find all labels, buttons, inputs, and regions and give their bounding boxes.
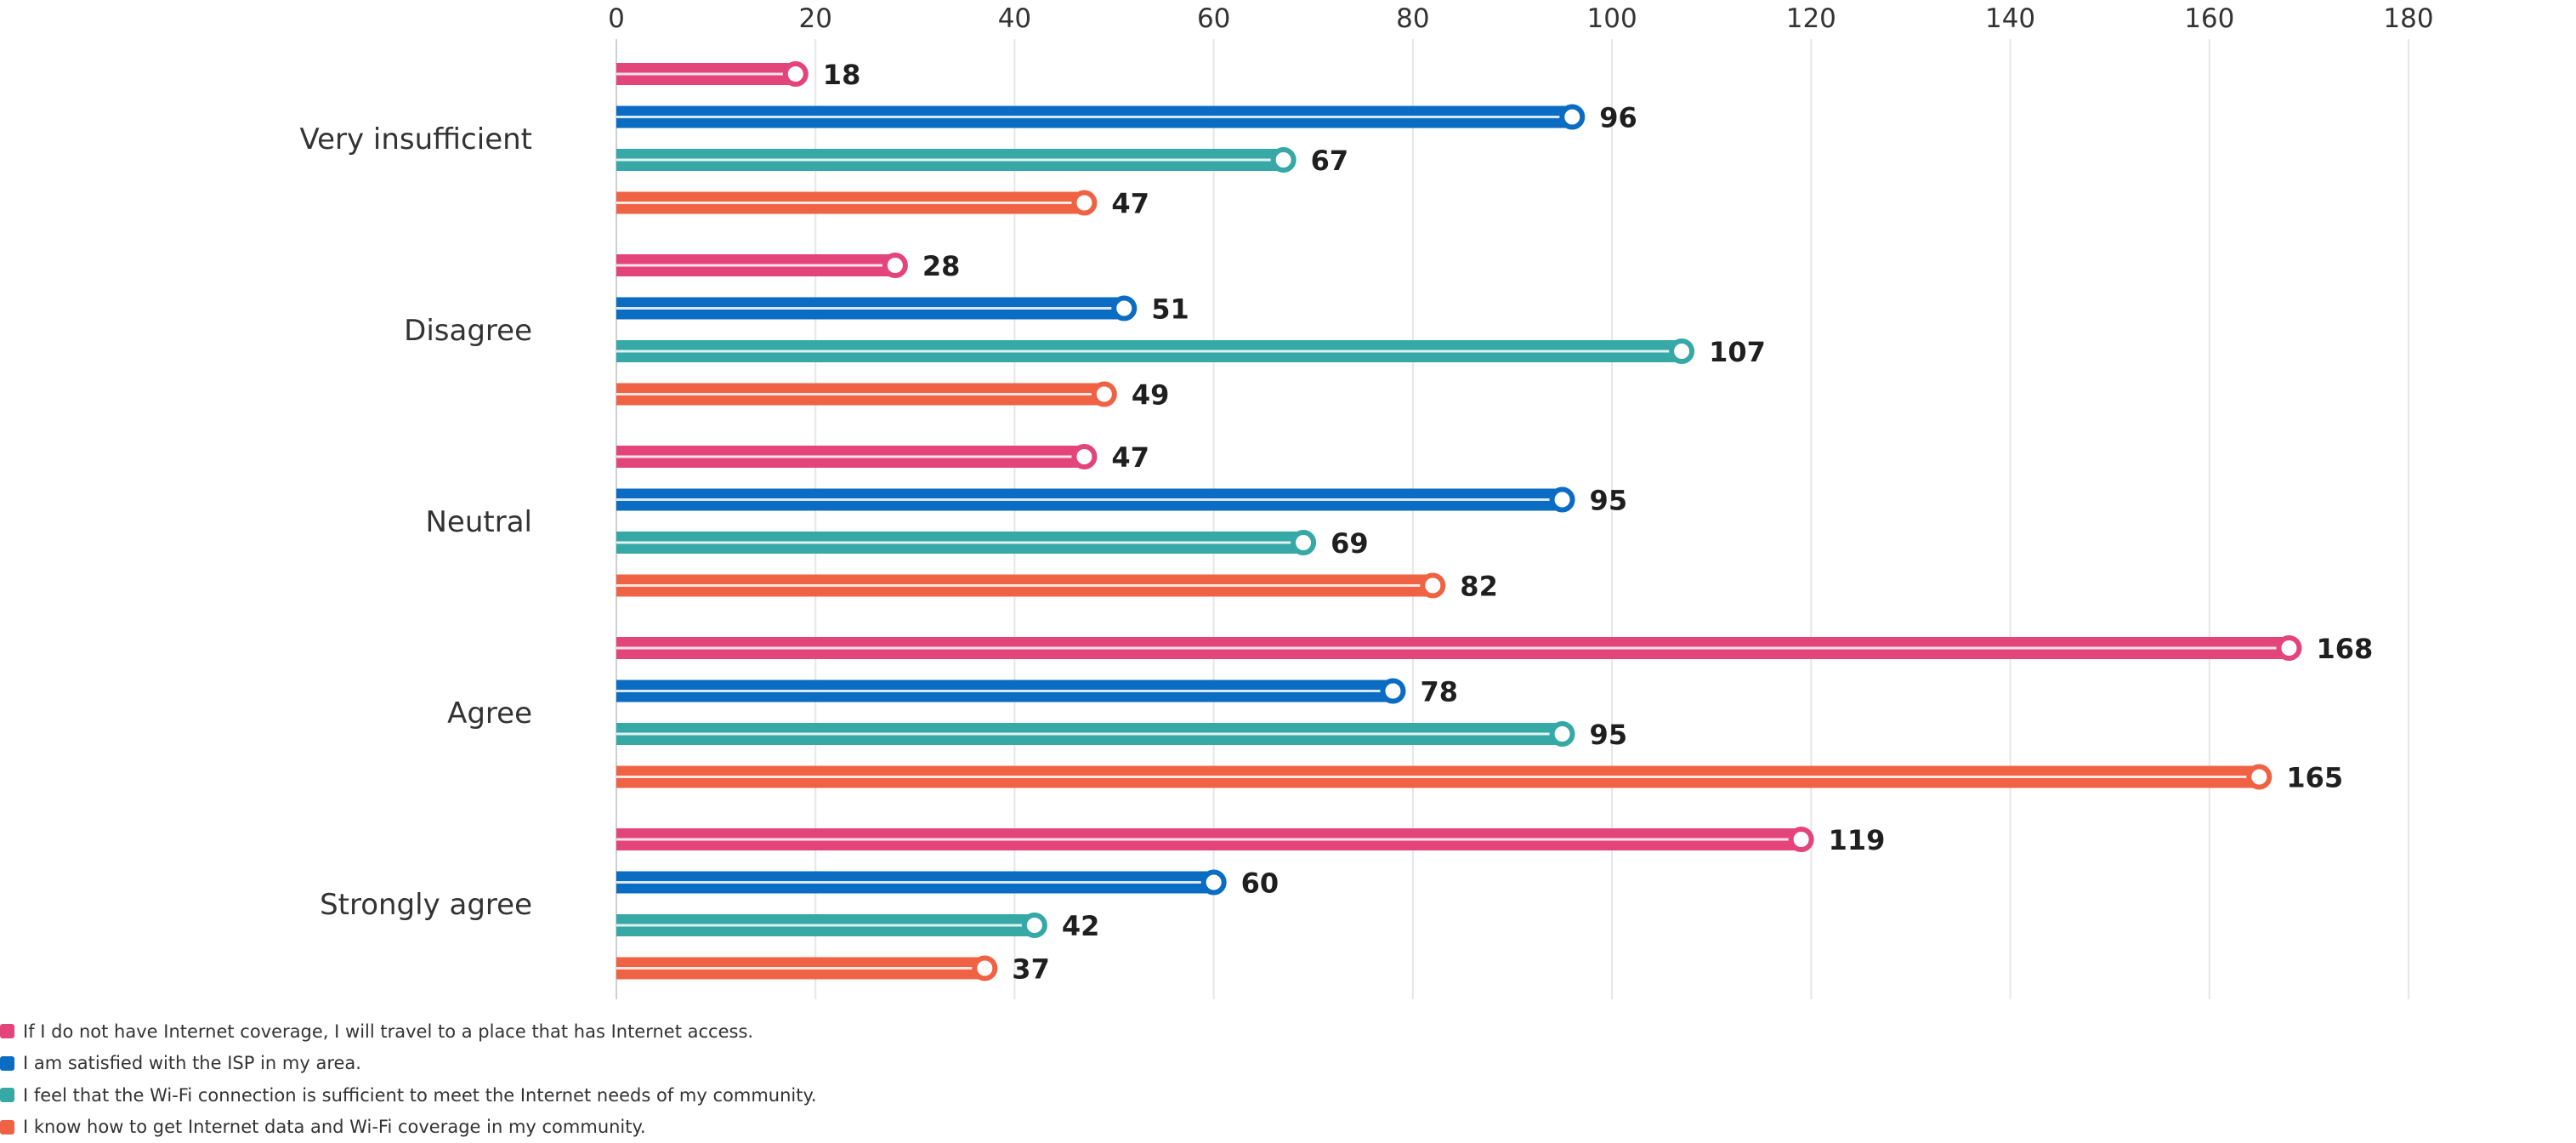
x-tick-label: 100 (1587, 3, 1637, 34)
bar-end-marker (885, 255, 905, 276)
bar-end-marker (1293, 532, 1314, 553)
bar-end-marker (1552, 490, 1573, 510)
legend-item: I feel that the Wi-Fi connection is suff… (0, 1079, 817, 1112)
bar-end-marker (1094, 384, 1115, 405)
bar-end-marker (1671, 341, 1692, 361)
category-labels: Very insufficient Disagree Neutral Agree Str… (299, 122, 532, 922)
bar-end-marker (786, 64, 806, 84)
data-label: 18 (823, 59, 861, 91)
data-label: 107 (1709, 336, 1766, 368)
data-label: 28 (922, 250, 961, 282)
category-label: Agree (447, 697, 532, 731)
bar-end-marker (1074, 193, 1094, 213)
legend: If I do not have Internet coverage, I wi… (0, 1015, 817, 1143)
x-tick-label: 0 (608, 3, 625, 34)
legend-label: I know how to get Internet data and Wi-F… (23, 1117, 646, 1137)
legend-label: If I do not have Internet coverage, I wi… (23, 1021, 753, 1042)
x-tick-label: 180 (2383, 3, 2433, 34)
x-tick-label: 20 (798, 3, 831, 34)
x-tick-label: 40 (998, 3, 1031, 34)
category-label: Neutral (426, 505, 533, 539)
bar-end-marker (974, 958, 995, 979)
legend-swatch (0, 1024, 14, 1038)
bar-end-marker (1422, 576, 1443, 596)
data-label: 168 (2316, 633, 2373, 665)
bar-end-marker (1204, 873, 1224, 893)
data-label: 42 (1062, 910, 1100, 942)
legend-item: I am satisfied with the ISP in my area. (0, 1048, 817, 1080)
bar-end-marker (1024, 915, 1045, 935)
bar-end-marker (1114, 299, 1134, 319)
bar-end-marker (1791, 829, 1812, 850)
data-label: 37 (1012, 953, 1050, 986)
data-label: 47 (1111, 441, 1149, 474)
bar-end-marker (2249, 767, 2269, 788)
bar-chart: 0 20 40 60 80 100 120 140 160 180 Very insufficie… (0, 0, 2576, 1012)
x-tick-label: 140 (1985, 3, 2035, 34)
data-label: 165 (2286, 762, 2343, 794)
x-tick-label: 60 (1197, 3, 1230, 34)
data-label: 96 (1599, 102, 1637, 134)
data-label: 82 (1460, 571, 1498, 603)
data-label: 78 (1420, 676, 1458, 708)
legend-swatch (0, 1120, 14, 1134)
category-label: Very insufficient (299, 122, 532, 156)
bar-end-marker (1074, 446, 1094, 467)
category-label: Strongly agree (320, 888, 532, 922)
data-label: 69 (1331, 527, 1369, 560)
legend-item: If I do not have Internet coverage, I wi… (0, 1015, 817, 1048)
bar-end-marker (1562, 107, 1582, 128)
x-tick-label: 160 (2184, 3, 2234, 34)
data-label: 51 (1151, 293, 1189, 326)
x-tick-label: 80 (1396, 3, 1429, 34)
data-label: 119 (1829, 824, 1886, 856)
data-label: 95 (1590, 719, 1628, 751)
bar-end-marker (2278, 638, 2299, 658)
legend-label: I am satisfied with the ISP in my area. (23, 1053, 361, 1073)
bar-end-marker (1552, 724, 1573, 744)
category-label: Disagree (404, 314, 532, 348)
data-label: 60 (1241, 867, 1279, 900)
x-axis-ticks: 0 20 40 60 80 100 120 140 160 180 (608, 3, 2433, 34)
bar-end-marker (1274, 150, 1294, 170)
legend-label: I feel that the Wi-Fi connection is suff… (23, 1085, 817, 1106)
bars: 18 96 67 47 28 51 107 49 47 95 69 82 168 78 95 165 119 60… (616, 59, 2373, 986)
x-tick-label: 120 (1786, 3, 1836, 34)
legend-swatch (0, 1088, 14, 1102)
data-label: 49 (1132, 379, 1170, 412)
legend-item: I know how to get Internet data and Wi-F… (0, 1112, 817, 1143)
legend-swatch (0, 1056, 14, 1071)
gridlines (616, 39, 2409, 999)
data-label: 95 (1590, 485, 1628, 517)
data-label: 47 (1111, 188, 1149, 220)
bar-end-marker (1382, 681, 1403, 702)
data-label: 67 (1311, 145, 1349, 177)
